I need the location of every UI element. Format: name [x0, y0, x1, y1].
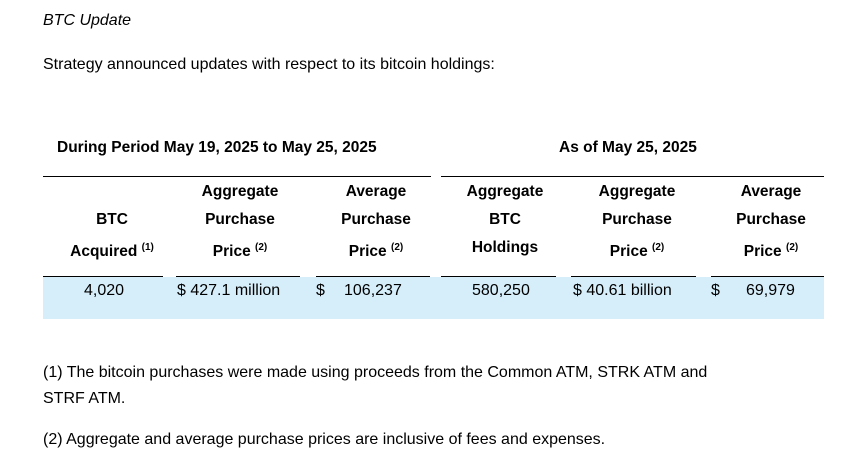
footnote-ref: (2)	[390, 242, 404, 253]
header-line: Average	[345, 183, 407, 200]
header-line: Purchase	[341, 211, 411, 228]
divider	[711, 276, 824, 277]
divider	[43, 176, 431, 177]
header-line: Aggregate	[598, 183, 676, 200]
header-line	[70, 178, 154, 206]
header-average-purchase-price-total: Average Purchase Price (2)	[736, 178, 806, 266]
intro-text: Strategy announced updates with respect …	[43, 56, 495, 73]
header-line: Purchase	[736, 211, 806, 228]
currency-symbol: $	[316, 282, 325, 299]
header-average-purchase-price: Average Purchase Price (2)	[341, 178, 411, 266]
divider	[316, 276, 430, 277]
data-row-highlight	[43, 277, 824, 319]
footnote-ref: (2)	[255, 242, 268, 253]
header-text: Price	[348, 243, 387, 260]
aggregate-price-total-value: $ 40.61 billion	[573, 282, 672, 299]
average-price-total-value: 69,979	[746, 282, 795, 299]
header-btc-acquired: BTC Acquired (1)	[70, 178, 154, 266]
header-aggregate-btc-holdings: Aggregate BTC Holdings	[467, 178, 544, 262]
header-line: Acquired (1)	[70, 234, 154, 266]
footnote-ref: (2)	[652, 242, 665, 253]
divider	[441, 176, 824, 177]
header-text: Price	[212, 243, 251, 260]
currency-symbol: $	[711, 282, 720, 299]
header-text: Price	[743, 243, 782, 260]
group-header-period: During Period May 19, 2025 to May 25, 20…	[57, 139, 377, 156]
group-header-as-of: As of May 25, 2025	[559, 139, 697, 156]
footnote-ref: (1)	[141, 242, 154, 253]
aggregate-holdings-value: 580,250	[472, 282, 530, 299]
footnote-ref: (2)	[785, 242, 799, 253]
header-line: Price (2)	[599, 234, 676, 266]
footnote-2: (2) Aggregate and average purchase price…	[43, 431, 606, 448]
header-line: BTC	[96, 211, 128, 228]
header-line: Price (2)	[341, 234, 411, 266]
footnote-1: (1) The bitcoin purchases were made usin…	[43, 364, 708, 381]
header-line: Purchase	[602, 211, 672, 228]
header-line: BTC	[489, 211, 521, 228]
header-text: Price	[609, 243, 648, 260]
section-title: BTC Update	[43, 12, 132, 29]
header-line: Price (2)	[202, 234, 279, 266]
header-line: Price (2)	[736, 234, 806, 266]
btc-acquired-value: 4,020	[84, 282, 125, 299]
divider	[176, 276, 300, 277]
header-aggregate-purchase-price: Aggregate Purchase Price (2)	[202, 178, 279, 266]
header-line: Aggregate	[466, 183, 544, 200]
header-line: Aggregate	[201, 183, 279, 200]
divider	[441, 276, 556, 277]
divider	[43, 276, 163, 277]
header-text: Acquired	[70, 243, 138, 260]
header-line: Average	[740, 183, 802, 200]
header-aggregate-purchase-price-total: Aggregate Purchase Price (2)	[599, 178, 676, 266]
average-price-period-value: 106,237	[344, 282, 402, 299]
footnote-1-continued: STRF ATM.	[43, 390, 126, 407]
divider	[571, 276, 696, 277]
header-line: Purchase	[205, 211, 275, 228]
header-line: Holdings	[471, 239, 539, 256]
aggregate-price-period-value: $ 427.1 million	[177, 282, 281, 299]
